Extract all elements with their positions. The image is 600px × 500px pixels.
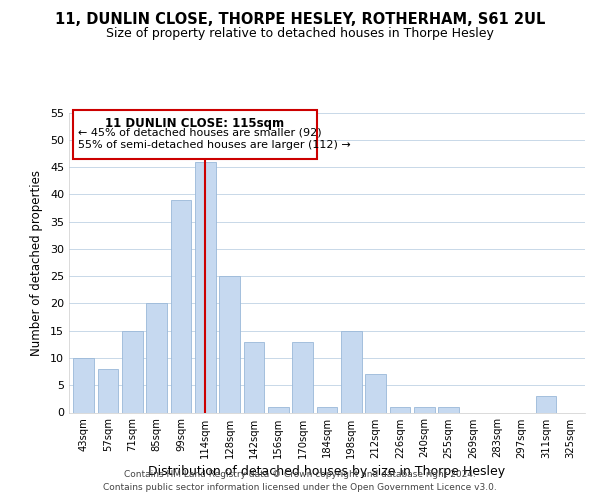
Bar: [244, 342, 265, 412]
Y-axis label: Number of detached properties: Number of detached properties: [30, 170, 43, 356]
Text: 11 DUNLIN CLOSE: 115sqm: 11 DUNLIN CLOSE: 115sqm: [106, 117, 284, 130]
Bar: [389, 407, 410, 412]
Bar: [439, 407, 459, 412]
Bar: [317, 407, 337, 412]
Bar: [268, 407, 289, 412]
Text: Contains public sector information licensed under the Open Government Licence v3: Contains public sector information licen…: [103, 483, 497, 492]
Bar: [195, 162, 215, 412]
Text: Size of property relative to detached houses in Thorpe Hesley: Size of property relative to detached ho…: [106, 28, 494, 40]
X-axis label: Distribution of detached houses by size in Thorpe Hesley: Distribution of detached houses by size …: [148, 464, 506, 477]
Bar: [73, 358, 94, 412]
Text: 11, DUNLIN CLOSE, THORPE HESLEY, ROTHERHAM, S61 2UL: 11, DUNLIN CLOSE, THORPE HESLEY, ROTHERH…: [55, 12, 545, 28]
Bar: [414, 407, 435, 412]
Bar: [536, 396, 556, 412]
Bar: [98, 369, 118, 412]
Bar: [170, 200, 191, 412]
Bar: [146, 304, 167, 412]
Text: 55% of semi-detached houses are larger (112) →: 55% of semi-detached houses are larger (…: [77, 140, 350, 150]
FancyBboxPatch shape: [73, 110, 317, 159]
Bar: [341, 330, 362, 412]
Bar: [122, 330, 143, 412]
Text: ← 45% of detached houses are smaller (92): ← 45% of detached houses are smaller (92…: [77, 128, 321, 138]
Bar: [365, 374, 386, 412]
Bar: [219, 276, 240, 412]
Bar: [292, 342, 313, 412]
Text: Contains HM Land Registry data © Crown copyright and database right 2024.: Contains HM Land Registry data © Crown c…: [124, 470, 476, 479]
